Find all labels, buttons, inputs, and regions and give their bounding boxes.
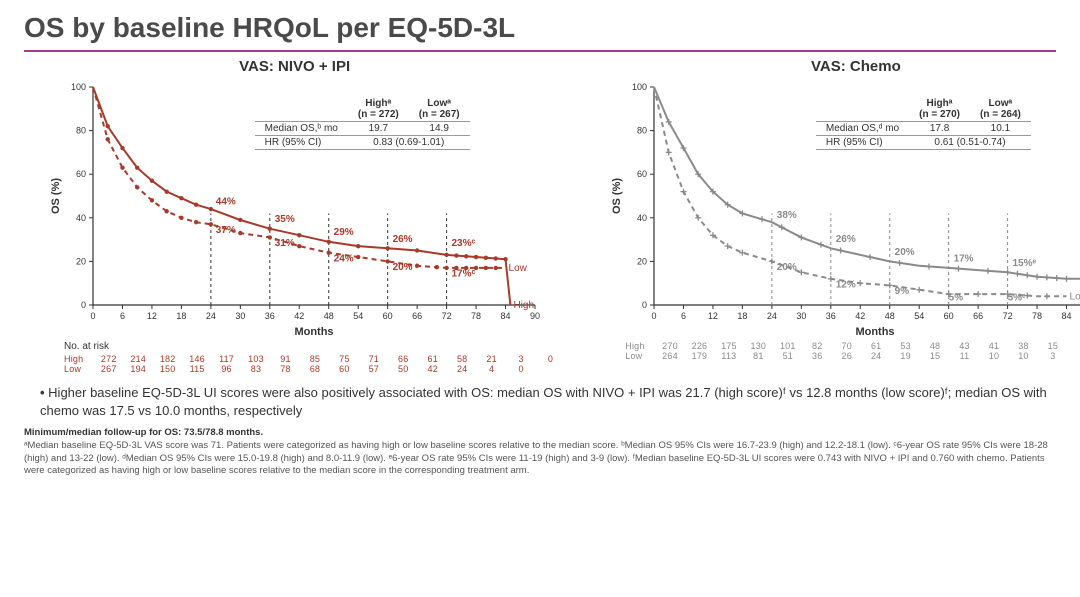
svg-text:40: 40 <box>637 213 647 223</box>
svg-text:100: 100 <box>71 82 86 92</box>
svg-text:High: High <box>513 300 534 311</box>
svg-text:26%: 26% <box>392 234 412 245</box>
svg-text:0: 0 <box>651 311 656 321</box>
svg-text:31%: 31% <box>274 238 294 249</box>
chart-right-title: VAS: Chemo <box>811 58 901 75</box>
svg-text:72: 72 <box>441 311 451 321</box>
footnote-heading: Minimum/median follow-up for OS: 73.5/78… <box>24 427 1056 439</box>
svg-text:0: 0 <box>90 311 95 321</box>
risk-table-right: High27022617513010182706153484341381510L… <box>585 341 1080 361</box>
svg-text:17%ᶜ: 17%ᶜ <box>451 269 475 280</box>
svg-text:84: 84 <box>500 311 510 321</box>
svg-text:12%: 12% <box>836 280 856 291</box>
svg-text:29%: 29% <box>333 227 353 238</box>
svg-text:84: 84 <box>1061 311 1071 321</box>
svg-text:35%: 35% <box>274 214 294 225</box>
svg-text:30: 30 <box>235 311 245 321</box>
svg-text:42: 42 <box>294 311 304 321</box>
footnote-body: ᵃMedian baseline EQ-5D-3L VAS score was … <box>24 440 1056 477</box>
chart-right: 0 20 40 60 80 100 0 6 12 18 24 30 36 42 48 54 60 66 72 78 84… <box>606 79 1080 339</box>
svg-text:60: 60 <box>944 311 954 321</box>
page-title: OS by baseline HRQoL per EQ-5D-3L <box>24 12 1056 44</box>
svg-text:20: 20 <box>76 256 86 266</box>
svg-text:24: 24 <box>767 311 777 321</box>
svg-text:20: 20 <box>637 256 647 266</box>
svg-text:12: 12 <box>708 311 718 321</box>
svg-text:OS (%): OS (%) <box>611 178 623 214</box>
svg-text:30: 30 <box>796 311 806 321</box>
svg-text:17%: 17% <box>953 253 973 264</box>
svg-text:20%: 20% <box>777 262 797 273</box>
svg-text:48: 48 <box>885 311 895 321</box>
svg-text:80: 80 <box>76 126 86 136</box>
svg-text:20%: 20% <box>895 247 915 258</box>
svg-text:72: 72 <box>1002 311 1012 321</box>
svg-text:18: 18 <box>176 311 186 321</box>
svg-text:80: 80 <box>637 126 647 136</box>
svg-text:36: 36 <box>264 311 274 321</box>
svg-text:12: 12 <box>147 311 157 321</box>
chart-right-column: VAS: Chemo 0 20 40 60 80 100 0 6 12 18 24 30 36 42 48 5… <box>585 58 1080 374</box>
svg-text:23%ᶜ: 23%ᶜ <box>451 238 475 249</box>
svg-text:90: 90 <box>530 311 540 321</box>
svg-text:78: 78 <box>471 311 481 321</box>
svg-text:54: 54 <box>353 311 363 321</box>
svg-text:6: 6 <box>120 311 125 321</box>
footnotes: Minimum/median follow-up for OS: 73.5/78… <box>24 427 1056 477</box>
summary-bullet: Higher baseline EQ-5D-3L UI scores were … <box>40 384 1056 419</box>
svg-text:66: 66 <box>973 311 983 321</box>
svg-text:42: 42 <box>855 311 865 321</box>
svg-text:60: 60 <box>382 311 392 321</box>
svg-text:Low: Low <box>508 263 527 274</box>
svg-text:18: 18 <box>737 311 747 321</box>
chart-left: 0 20 40 60 80 100 0 6 12 18 24 30 36 42 48 54 60 66 72 78 84… <box>45 79 545 339</box>
svg-text:15%ᵉ: 15%ᵉ <box>1012 258 1036 269</box>
svg-text:6: 6 <box>681 311 686 321</box>
svg-text:5%ᵉ: 5%ᵉ <box>1007 293 1025 304</box>
svg-text:38%: 38% <box>777 210 797 221</box>
svg-text:24: 24 <box>205 311 215 321</box>
svg-text:60: 60 <box>76 169 86 179</box>
svg-text:78: 78 <box>1032 311 1042 321</box>
svg-text:Months: Months <box>855 326 894 338</box>
svg-text:40: 40 <box>76 213 86 223</box>
svg-text:48: 48 <box>323 311 333 321</box>
svg-text:5%: 5% <box>949 293 964 304</box>
svg-text:44%: 44% <box>215 197 235 208</box>
svg-text:0: 0 <box>81 300 86 310</box>
svg-text:9%: 9% <box>895 286 910 297</box>
svg-text:20%: 20% <box>392 262 412 273</box>
svg-text:Months: Months <box>294 326 333 338</box>
title-underline <box>24 50 1056 52</box>
svg-text:36: 36 <box>826 311 836 321</box>
svg-text:24%: 24% <box>333 253 353 264</box>
charts-container: VAS: NIVO + IPI 020406080100061218243036… <box>24 58 1056 374</box>
svg-text:0: 0 <box>642 300 647 310</box>
svg-text:66: 66 <box>412 311 422 321</box>
chart-left-title: VAS: NIVO + IPI <box>239 58 350 75</box>
svg-text:60: 60 <box>637 169 647 179</box>
svg-text:26%: 26% <box>836 234 856 245</box>
svg-text:54: 54 <box>914 311 924 321</box>
svg-text:OS (%): OS (%) <box>50 178 62 214</box>
risk-table-left: No. at riskHigh2722141821461171039185757… <box>24 341 565 374</box>
chart-left-column: VAS: NIVO + IPI 0 20 40 60 80 100 0 6 12 18 24 30 36… <box>24 58 565 374</box>
svg-text:100: 100 <box>632 82 647 92</box>
svg-text:Low: Low <box>1069 291 1080 302</box>
svg-text:37%: 37% <box>215 225 235 236</box>
